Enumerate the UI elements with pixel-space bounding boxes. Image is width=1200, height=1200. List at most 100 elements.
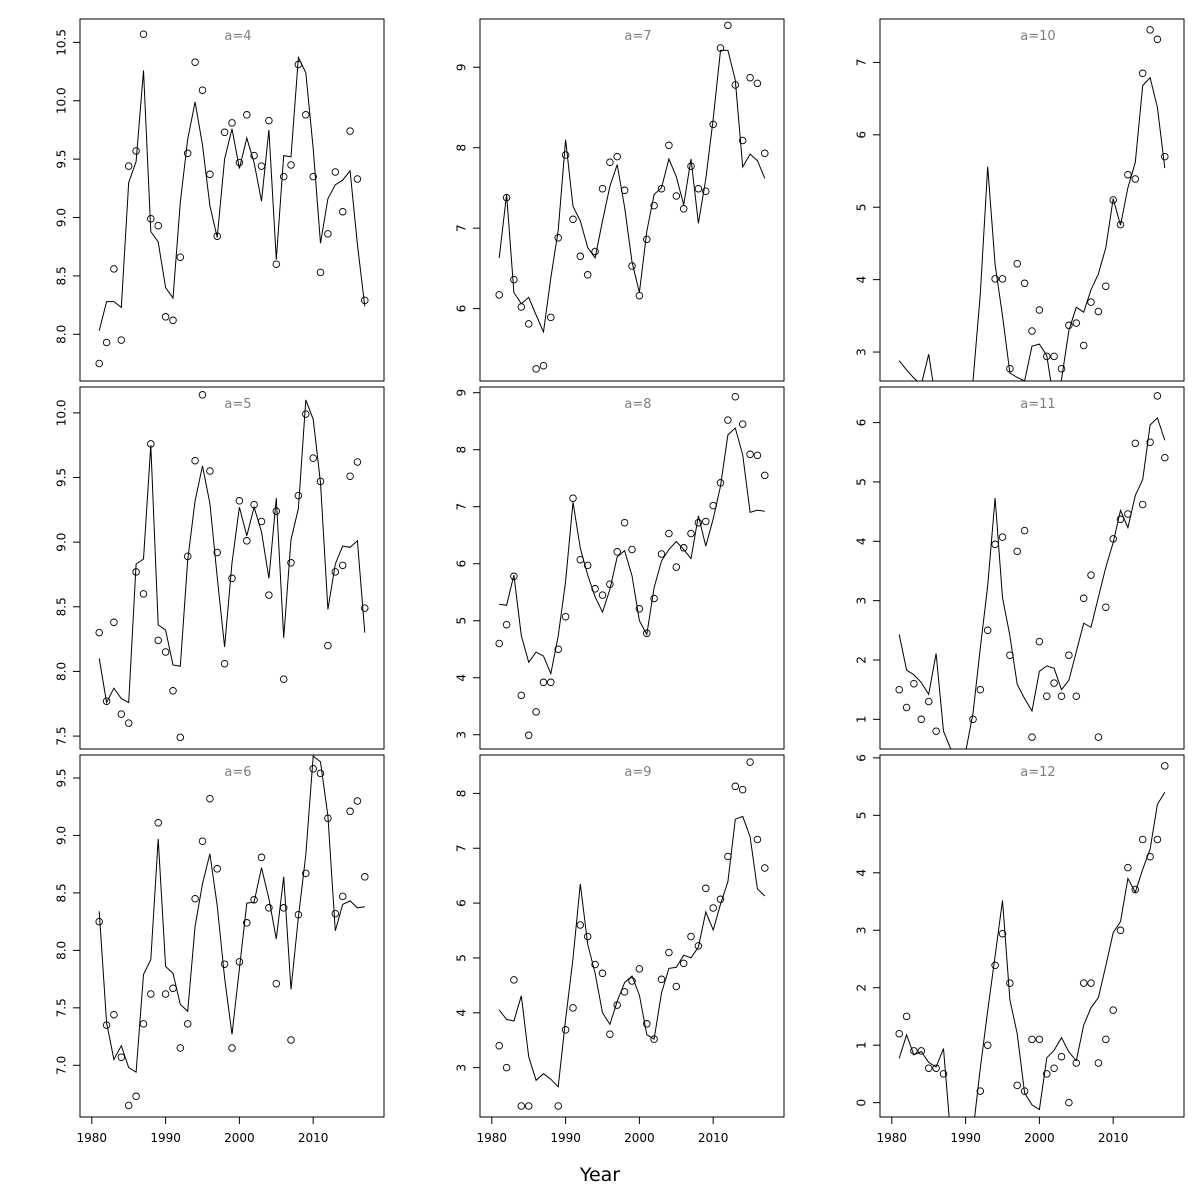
observed-point bbox=[361, 296, 369, 305]
plot-frame bbox=[879, 386, 1185, 750]
x-tick-label: 2000 bbox=[1024, 1131, 1055, 1145]
observed-point bbox=[338, 892, 347, 901]
observed-point bbox=[294, 60, 303, 69]
observed-point bbox=[294, 491, 303, 500]
fitted-line bbox=[98, 755, 365, 1074]
y-tick-label: 9.5 bbox=[55, 468, 69, 487]
observed-point bbox=[1028, 327, 1036, 335]
observed-point bbox=[257, 162, 266, 170]
observed-point bbox=[746, 758, 754, 766]
observed-point bbox=[235, 497, 244, 505]
plot-area bbox=[896, 26, 1169, 537]
observed-point bbox=[132, 568, 140, 576]
observed-point bbox=[228, 574, 236, 583]
fitted-line bbox=[498, 49, 766, 334]
observed-point bbox=[613, 152, 621, 161]
observed-point bbox=[110, 618, 118, 627]
observed-point bbox=[955, 1122, 962, 1129]
observed-point bbox=[524, 320, 533, 328]
observed-point bbox=[117, 710, 126, 718]
observed-point bbox=[598, 184, 607, 193]
fitted-line bbox=[898, 792, 1166, 1117]
fitted-line bbox=[898, 416, 1166, 749]
y-tick-label: 10.5 bbox=[55, 29, 69, 56]
y-tick-label: 8.0 bbox=[55, 941, 69, 960]
observed-point bbox=[896, 450, 903, 457]
observed-point bbox=[213, 865, 221, 873]
observed-point bbox=[1050, 679, 1058, 687]
observed-point bbox=[643, 1020, 651, 1028]
observed-point bbox=[1079, 979, 1088, 987]
observed-point bbox=[1138, 835, 1147, 844]
observed-point bbox=[110, 1010, 118, 1019]
observed-point bbox=[279, 675, 288, 683]
observed-point bbox=[1102, 282, 1110, 290]
observed-point bbox=[183, 1020, 192, 1028]
observed-point bbox=[502, 1063, 511, 1072]
y-tick-label: 9.0 bbox=[55, 533, 69, 552]
observed-point bbox=[287, 1036, 295, 1044]
y-tick-label: 6 bbox=[855, 419, 869, 427]
observed-point bbox=[324, 814, 332, 822]
observed-point bbox=[709, 120, 717, 129]
observed-point bbox=[1057, 364, 1066, 373]
observed-point bbox=[561, 1026, 570, 1034]
observed-point bbox=[154, 221, 162, 230]
observed-point bbox=[1161, 453, 1169, 462]
observed-point bbox=[679, 544, 688, 552]
observed-point bbox=[576, 252, 585, 261]
y-tick-label: 9.0 bbox=[55, 826, 69, 845]
y-tick-label: 3 bbox=[455, 731, 469, 739]
observed-point bbox=[709, 904, 717, 912]
x-tick-label: 1980 bbox=[477, 1131, 508, 1145]
observed-point bbox=[591, 585, 599, 593]
x-tick-label: 1990 bbox=[150, 1131, 181, 1145]
observed-point bbox=[1020, 1087, 1029, 1095]
plot-area bbox=[895, 762, 1169, 1129]
panel-title: a=6 bbox=[224, 765, 251, 780]
observed-point bbox=[302, 111, 310, 119]
plot-frame bbox=[879, 754, 1185, 1118]
observed-point bbox=[272, 979, 281, 988]
observed-point bbox=[1050, 352, 1058, 361]
observed-point bbox=[235, 958, 244, 966]
observed-point bbox=[753, 79, 762, 88]
observed-point bbox=[272, 260, 281, 268]
observed-point bbox=[502, 193, 511, 202]
observed-point bbox=[606, 580, 614, 588]
observed-point bbox=[650, 594, 658, 603]
observed-point bbox=[569, 494, 577, 502]
observed-point bbox=[540, 1141, 547, 1148]
observed-point bbox=[532, 365, 540, 373]
fitted-line bbox=[898, 76, 1166, 381]
observed-point bbox=[970, 450, 977, 457]
observed-point bbox=[213, 232, 221, 240]
observed-point bbox=[948, 530, 955, 537]
observed-point bbox=[746, 450, 754, 459]
observed-point bbox=[969, 715, 977, 724]
observed-point bbox=[716, 895, 725, 904]
panel-a10: a=10 3 4 5 6 7 bbox=[855, 18, 1185, 537]
observed-point bbox=[279, 904, 288, 912]
y-tick-label: 6 bbox=[855, 754, 869, 762]
observed-point bbox=[524, 1102, 533, 1110]
observed-point bbox=[176, 253, 185, 261]
observed-point bbox=[198, 86, 207, 94]
observed-point bbox=[910, 679, 918, 688]
observed-point bbox=[346, 127, 354, 135]
observed-point bbox=[198, 837, 207, 845]
observed-point bbox=[191, 894, 199, 903]
observed-point bbox=[962, 530, 969, 537]
observed-point bbox=[346, 472, 354, 480]
observed-point bbox=[353, 175, 362, 183]
observed-point bbox=[746, 73, 754, 82]
observed-point bbox=[991, 275, 999, 283]
y-tick-label: 7 bbox=[455, 503, 469, 511]
observed-point bbox=[902, 703, 911, 712]
observed-point bbox=[902, 1012, 911, 1021]
observed-point bbox=[235, 158, 244, 167]
observed-point bbox=[132, 1092, 140, 1101]
panel-title: a=9 bbox=[624, 765, 651, 780]
observed-point bbox=[576, 921, 585, 929]
y-tick-label: 9 bbox=[455, 63, 469, 71]
